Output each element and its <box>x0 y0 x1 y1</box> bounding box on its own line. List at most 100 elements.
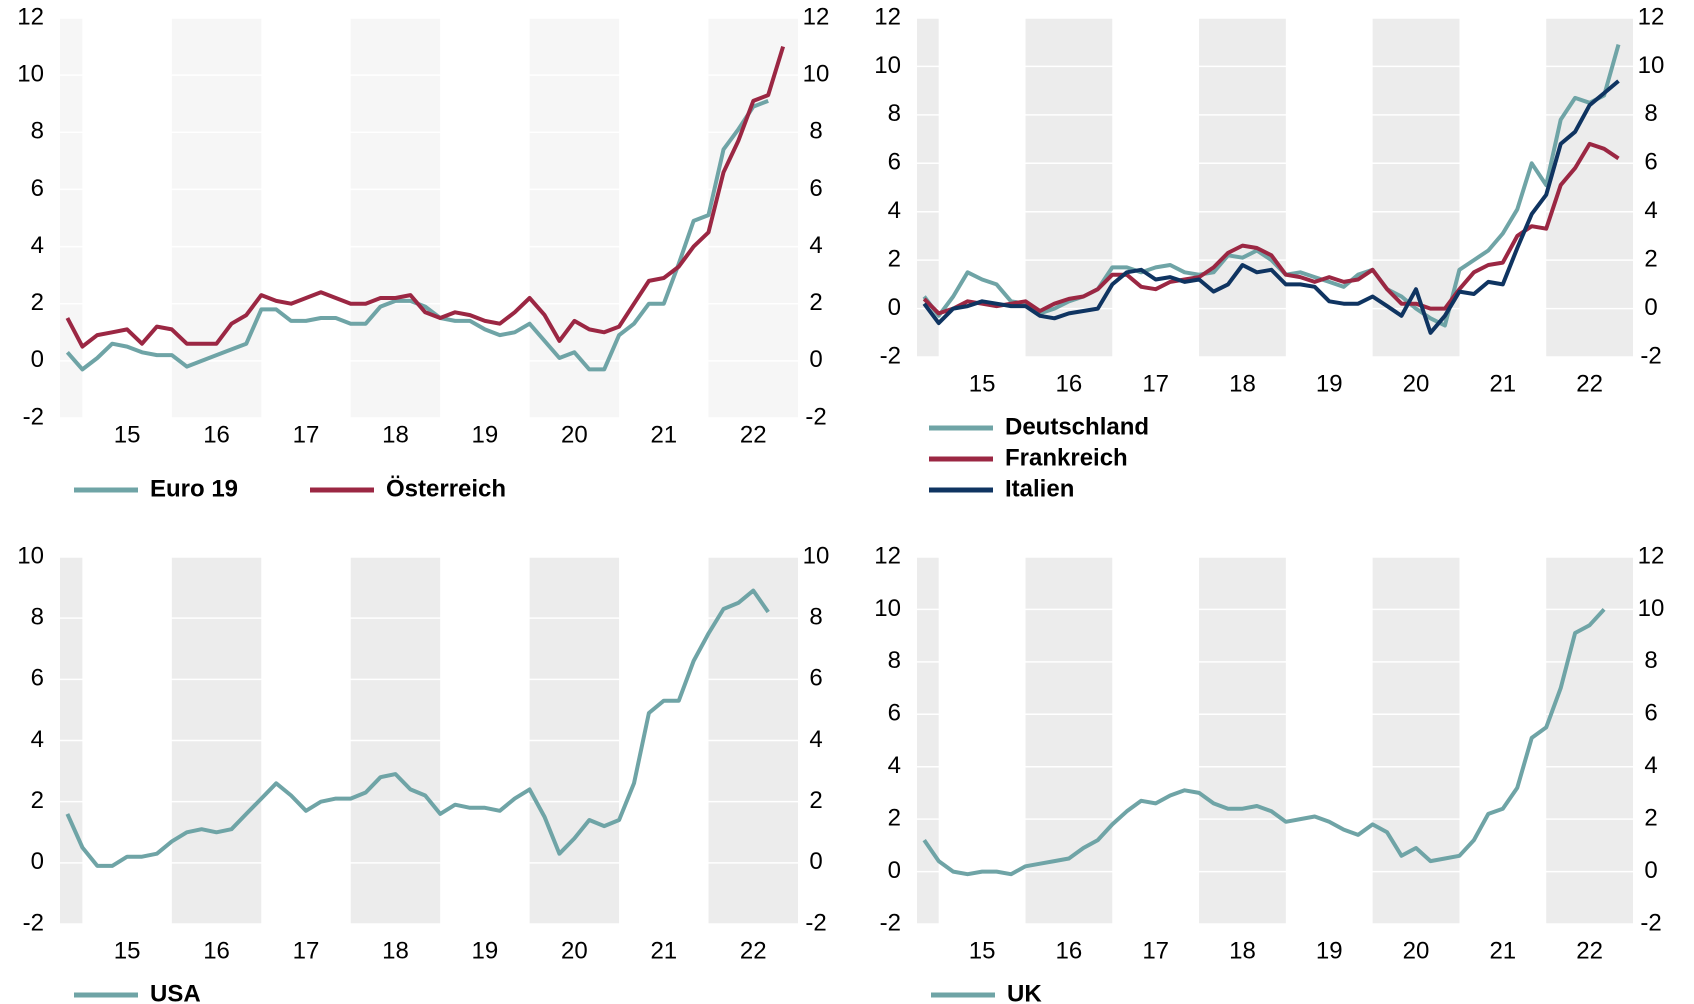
series-line <box>65 588 770 868</box>
y2-tick-label: 6 <box>809 175 822 202</box>
y-tick-label: 2 <box>31 787 44 814</box>
y2-tick-label: 0 <box>1644 857 1657 884</box>
x-tick-label: 17 <box>1142 937 1169 964</box>
legend-label: Euro 19 <box>150 475 238 502</box>
series-line <box>922 79 1620 335</box>
y-tick-label: 8 <box>888 100 901 127</box>
year-band <box>1199 18 1286 357</box>
x-tick-label: 15 <box>969 370 996 397</box>
x-tick-label: 15 <box>114 937 141 964</box>
y2-tick-label: 0 <box>809 848 822 875</box>
y2-tick-label: 2 <box>809 787 822 814</box>
y-tick-label: 2 <box>31 289 44 316</box>
y2-tick-label: 8 <box>809 604 822 631</box>
x-tick-label: 17 <box>293 937 320 964</box>
y-tick-label: 12 <box>17 3 44 30</box>
y2-tick-label: 4 <box>1644 752 1657 779</box>
y-tick-label: 10 <box>874 595 901 622</box>
legend-label: UK <box>1007 980 1042 1004</box>
y2-tick-label: 6 <box>1644 700 1657 727</box>
y-tick-label: 8 <box>31 118 44 145</box>
x-tick-label: 22 <box>740 421 767 448</box>
year-band <box>708 18 798 418</box>
y-tick-label: 6 <box>888 149 901 176</box>
y2-tick-label: 0 <box>1644 294 1657 321</box>
x-tick-label: 22 <box>1576 937 1603 964</box>
x-tick-label: 20 <box>561 421 588 448</box>
x-tick-label: 21 <box>1489 937 1516 964</box>
y2-tick-label: 2 <box>1644 804 1657 831</box>
x-tick-label: 19 <box>1316 370 1343 397</box>
y-tick-label: 6 <box>888 700 901 727</box>
x-tick-label: 18 <box>382 421 409 448</box>
y2-tick-label: 4 <box>1644 197 1657 224</box>
x-tick-label: 22 <box>740 937 767 964</box>
year-band <box>917 557 939 924</box>
y2-tick-label: 10 <box>803 60 830 87</box>
y-tick-label: 4 <box>31 232 44 259</box>
year-band <box>1372 557 1460 924</box>
x-tick-label: 17 <box>1142 370 1169 397</box>
y-tick-label: 6 <box>31 665 44 692</box>
year-band <box>1025 557 1113 924</box>
y2-tick-label: 8 <box>1644 647 1657 674</box>
x-tick-label: 20 <box>1403 937 1430 964</box>
y2-tick-label: 10 <box>1638 52 1665 79</box>
y2-tick-label: -2 <box>805 403 826 430</box>
legend-label: Italien <box>1005 475 1074 502</box>
y2-tick-label: 10 <box>1638 595 1665 622</box>
y-tick-label: 10 <box>17 60 44 87</box>
legend-label: Frankreich <box>1005 444 1128 471</box>
y-tick-label: 4 <box>888 752 901 779</box>
legend-label: Österreich <box>386 475 506 502</box>
y-tick-label: 2 <box>888 245 901 272</box>
y2-tick-label: -2 <box>1640 909 1661 936</box>
year-band <box>60 18 83 418</box>
year-band <box>171 18 262 418</box>
y2-tick-label: 12 <box>803 3 830 30</box>
y-tick-label: -2 <box>880 342 901 369</box>
year-band <box>350 18 441 418</box>
y2-tick-label: 10 <box>803 542 830 569</box>
y-tick-label: 8 <box>888 647 901 674</box>
y2-tick-label: 4 <box>809 232 822 259</box>
y2-tick-label: 12 <box>1638 3 1665 30</box>
x-tick-label: 16 <box>1056 937 1083 964</box>
series-line <box>922 141 1620 316</box>
x-tick-label: 21 <box>650 937 677 964</box>
x-tick-label: 19 <box>472 937 499 964</box>
y2-tick-label: 2 <box>1644 245 1657 272</box>
x-tick-label: 15 <box>969 937 996 964</box>
series-line <box>65 46 786 349</box>
legend-label: USA <box>150 980 201 1004</box>
y2-tick-label: 12 <box>1638 542 1665 569</box>
y-tick-label: -2 <box>880 909 901 936</box>
y-tick-label: 0 <box>31 346 44 373</box>
y-tick-label: 0 <box>888 857 901 884</box>
x-tick-label: 18 <box>382 937 409 964</box>
year-band <box>1199 557 1286 924</box>
x-tick-label: 20 <box>1403 370 1430 397</box>
year-band <box>1372 18 1460 357</box>
y-tick-label: 6 <box>31 175 44 202</box>
x-tick-label: 17 <box>293 421 320 448</box>
y-tick-label: 12 <box>874 3 901 30</box>
y-tick-label: 4 <box>31 726 44 753</box>
y-tick-label: -2 <box>23 403 44 430</box>
year-band <box>917 18 939 357</box>
x-tick-label: 21 <box>650 421 677 448</box>
x-tick-label: 20 <box>561 937 588 964</box>
y2-tick-label: -2 <box>1640 342 1661 369</box>
y2-tick-label: 6 <box>1644 149 1657 176</box>
y-tick-label: 0 <box>888 294 901 321</box>
legend-label: Deutschland <box>1005 413 1149 440</box>
x-tick-label: 22 <box>1576 370 1603 397</box>
x-tick-label: 16 <box>1056 370 1083 397</box>
y2-tick-label: 4 <box>809 726 822 753</box>
x-tick-label: 21 <box>1489 370 1516 397</box>
y2-tick-label: -2 <box>805 909 826 936</box>
x-tick-label: 16 <box>203 937 230 964</box>
y-tick-label: 8 <box>31 604 44 631</box>
